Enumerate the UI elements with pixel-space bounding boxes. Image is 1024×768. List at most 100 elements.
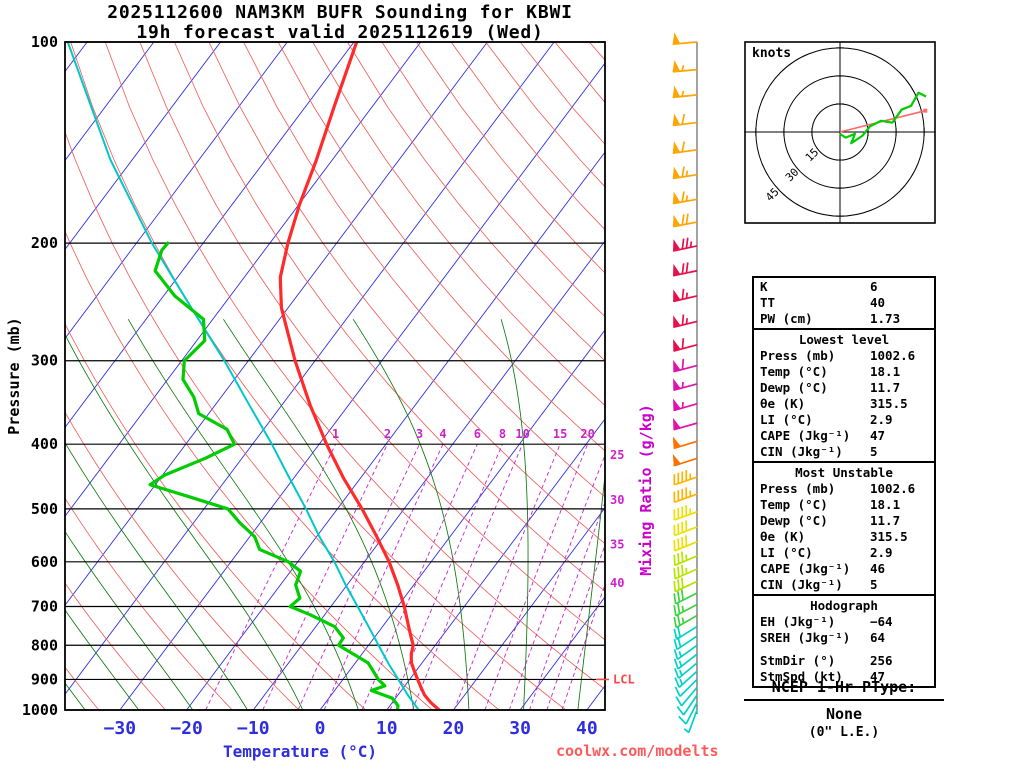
svg-text:4: 4 xyxy=(439,427,446,441)
lcl-marker: LCL xyxy=(596,672,635,686)
svg-text:−30: −30 xyxy=(104,718,137,739)
stat-value: 11.7 xyxy=(870,380,901,395)
svg-text:LCL: LCL xyxy=(613,672,635,686)
wind-barb xyxy=(673,551,698,567)
wind-barb xyxy=(673,520,698,537)
stat-value: 256 xyxy=(870,653,893,668)
svg-text:300: 300 xyxy=(31,352,58,370)
stat-label: CAPE (Jkg⁻¹) xyxy=(760,428,851,443)
wind-barb xyxy=(673,603,698,617)
hodograph-trace xyxy=(839,91,927,145)
wind-barb xyxy=(672,113,698,127)
stats-section: Lowest level Press (mb) 1002.6 Temp (°C) 18.… xyxy=(752,328,936,463)
stat-label: CIN (Jkg⁻¹) xyxy=(760,444,843,459)
stat-row: θe (K) 315.5 xyxy=(754,396,934,412)
ptype-panel: NCEP 1-Hr PType: None (0" L.E.) xyxy=(744,678,944,740)
stat-value: 47 xyxy=(870,428,886,443)
plot-border xyxy=(64,41,606,711)
wind-barb xyxy=(673,644,698,661)
stats-section: Hodograph EH (Jkg⁻¹) −64 SREH (Jkg⁻¹) 64 StmD… xyxy=(752,594,936,688)
stat-value: 18.1 xyxy=(870,497,901,512)
stat-label: StmDir (°) xyxy=(760,653,836,668)
stat-row: CAPE (Jkg⁻¹) 47 xyxy=(754,428,934,444)
stat-row: EH (Jkg⁻¹) −64 xyxy=(754,614,934,630)
wind-barb xyxy=(673,262,698,277)
svg-text:200: 200 xyxy=(31,234,58,252)
stat-row: θe (K) 315.5 xyxy=(754,529,934,545)
stat-label: CIN (Jkg⁻¹) xyxy=(760,577,843,592)
svg-text:700: 700 xyxy=(31,598,58,616)
wind-barb xyxy=(676,694,698,716)
svg-text:500: 500 xyxy=(31,500,58,518)
stat-row: LI (°C) 2.9 xyxy=(754,545,934,561)
wind-barb xyxy=(673,589,698,605)
stat-value: 315.5 xyxy=(870,529,908,544)
stat-value: 315.5 xyxy=(870,396,908,411)
hodograph-units-label: knots xyxy=(752,46,792,61)
stat-row: Dewp (°C) 11.7 xyxy=(754,513,934,529)
stats-section: K 6 TT 40 PW (cm) 1.73 xyxy=(752,276,936,330)
stat-value: −64 xyxy=(870,614,893,629)
dewpoint-curve xyxy=(148,241,400,710)
temperature-axis-label: Temperature (°C) xyxy=(222,742,378,761)
stat-value: 2.9 xyxy=(870,545,893,560)
stats-section-header: Most Unstable xyxy=(795,465,893,480)
stat-label: CAPE (Jkg⁻¹) xyxy=(760,561,851,576)
wind-barb xyxy=(673,314,698,329)
svg-text:0: 0 xyxy=(315,718,326,739)
svg-text:30: 30 xyxy=(509,718,531,739)
stat-label: Temp (°C) xyxy=(760,364,828,379)
svg-text:35: 35 xyxy=(610,537,624,551)
svg-text:20: 20 xyxy=(580,427,594,441)
wind-barb xyxy=(673,564,698,580)
stat-row: Temp (°C) 18.1 xyxy=(754,497,934,513)
stat-value: 11.7 xyxy=(870,513,901,528)
stat-row: SREH (Jkg⁻¹) 64 xyxy=(754,630,934,646)
stat-row: Press (mb) 1002.6 xyxy=(754,348,934,364)
stat-label: Press (mb) xyxy=(760,481,836,496)
svg-text:6: 6 xyxy=(474,427,481,441)
mixing-ratio-labels: 1 2 3 4 6 8 10 15 20 25 30 35 40 xyxy=(332,427,624,590)
svg-text:1000: 1000 xyxy=(22,701,58,719)
wind-barb xyxy=(678,702,698,725)
svg-text:20: 20 xyxy=(443,718,465,739)
wind-barb xyxy=(674,662,698,679)
svg-text:600: 600 xyxy=(31,553,58,571)
svg-text:10: 10 xyxy=(515,427,529,441)
svg-text:25: 25 xyxy=(610,448,624,462)
wind-barb xyxy=(672,213,698,228)
svg-text:40: 40 xyxy=(610,576,624,590)
ptype-title: NCEP 1-Hr PType: xyxy=(744,678,944,701)
stat-value: 1.73 xyxy=(870,311,901,326)
pressure-axis-label: Pressure (mb) xyxy=(5,317,23,435)
temperature-tick-labels: −30 −20 −10 0 10 20 30 40 xyxy=(104,718,598,739)
stat-label: Temp (°C) xyxy=(760,497,828,512)
pressure-grid-lines xyxy=(65,41,605,711)
stat-value: 5 xyxy=(870,444,878,459)
stat-value: 40 xyxy=(870,295,886,310)
wind-barb xyxy=(673,288,698,303)
watermark: coolwx.com/modelts xyxy=(556,742,719,760)
ptype-note: (0" L.E.) xyxy=(808,725,880,740)
stat-value: 2.9 xyxy=(870,412,893,427)
stat-value: 47 xyxy=(870,669,886,684)
svg-text:1: 1 xyxy=(332,427,339,441)
wind-barb xyxy=(673,505,698,521)
stat-label: Press (mb) xyxy=(760,348,836,363)
stats-row-gap xyxy=(754,646,934,653)
wind-barb-column xyxy=(672,32,698,734)
wind-barb xyxy=(673,237,698,252)
stat-row: CAPE (Jkg⁻¹) 46 xyxy=(754,561,934,577)
svg-text:2: 2 xyxy=(384,427,391,441)
wind-barb xyxy=(672,59,698,73)
temperature-curve xyxy=(278,42,442,710)
svg-text:400: 400 xyxy=(31,435,58,453)
wind-barb xyxy=(673,487,698,504)
wind-barb xyxy=(673,577,698,593)
wind-barb xyxy=(673,653,698,670)
wind-barb xyxy=(673,625,698,640)
